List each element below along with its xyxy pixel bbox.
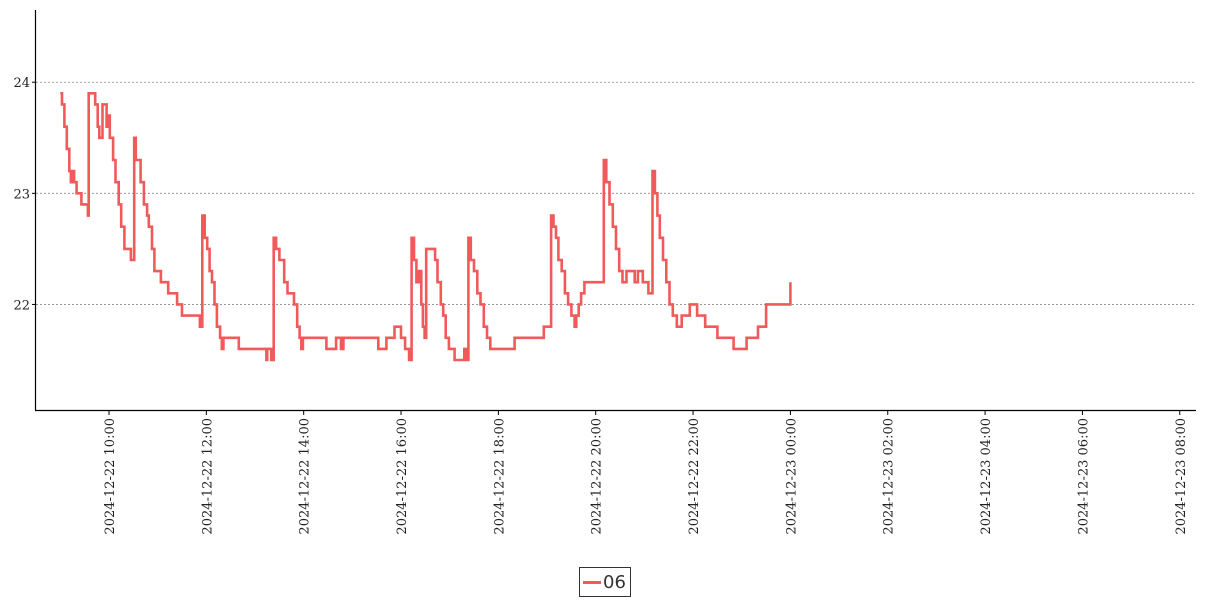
legend-swatch (583, 580, 601, 584)
y-tick-label: 23 (13, 187, 30, 202)
x-tick-label: 2024-12-22 10:00 (103, 418, 118, 535)
legend: 06 (579, 567, 631, 597)
x-tick-label: 2024-12-23 02:00 (882, 418, 897, 535)
x-tick-label: 2024-12-22 22:00 (687, 418, 702, 535)
y-tick-label: 24 (13, 76, 30, 91)
legend-label-06: 06 (603, 571, 626, 593)
x-tick-label: 2024-12-22 16:00 (395, 418, 410, 535)
x-tick-label: 2024-12-23 04:00 (979, 418, 994, 535)
x-tick-label: 2024-12-22 12:00 (200, 418, 215, 535)
x-tick-label: 2024-12-22 18:00 (492, 418, 507, 535)
x-tick-label: 2024-12-23 06:00 (1076, 418, 1091, 535)
x-tick-label: 2024-12-22 14:00 (298, 418, 313, 535)
series-line-06 (60, 92, 792, 362)
x-axis-ticks: 2024-12-22 10:00 2024-12-22 12:00 2024-12-… (103, 410, 1189, 535)
y-axis-ticks: 22 23 24 (13, 76, 36, 313)
x-tick-label: 2024-12-23 00:00 (784, 418, 799, 535)
x-tick-label: 2024-12-23 08:00 (1174, 418, 1189, 535)
y-tick-label: 22 (13, 298, 30, 313)
x-tick-label: 2024-12-22 20:00 (590, 418, 605, 535)
y-gridlines (36, 81, 1196, 305)
series-layer (60, 92, 792, 362)
